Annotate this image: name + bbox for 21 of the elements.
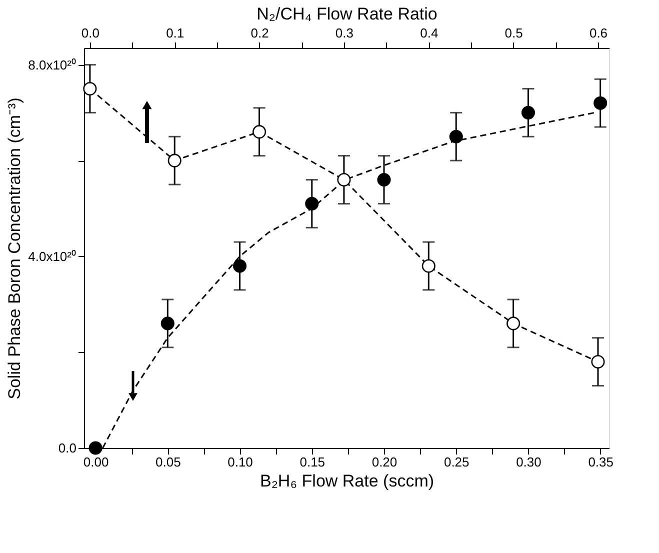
- y-axis-title: Solid Phase Boron Concentration (cm⁻³): [5, 98, 24, 400]
- x-tick-label: 0.20: [372, 454, 398, 470]
- x-tick-label: 0.10: [228, 454, 253, 470]
- x2-tick-label: 0.1: [166, 26, 184, 40]
- x2-tick-label: 0.0: [81, 26, 100, 40]
- x2-tick-label: 0.4: [420, 26, 438, 40]
- y-tick-label: 8.0x10²⁰: [28, 57, 76, 72]
- x-tick-label: 0.05: [156, 454, 181, 470]
- x2-tick-label: 0.3: [335, 26, 354, 40]
- x2-tick-label: 0.6: [589, 26, 608, 40]
- x-tick-label: 0.35: [588, 454, 614, 470]
- x-tick-label: 0.00: [83, 454, 109, 470]
- x2-tick-label: 0.2: [250, 26, 269, 40]
- x2-axis-title: N₂/CH₄ Flow Rate Ratio: [256, 4, 438, 24]
- x-axis-title: B₂H₆ Flow Rate (sccm): [260, 472, 434, 490]
- x-tick-label: 0.25: [444, 454, 470, 470]
- y-tick-label: 0.0: [58, 440, 76, 456]
- x-tick-label: 0.15: [300, 454, 326, 470]
- y-tick-label: 4.0x10²⁰: [28, 248, 76, 264]
- x-tick-label: 0.30: [516, 454, 542, 470]
- x2-tick-label: 0.5: [504, 26, 523, 40]
